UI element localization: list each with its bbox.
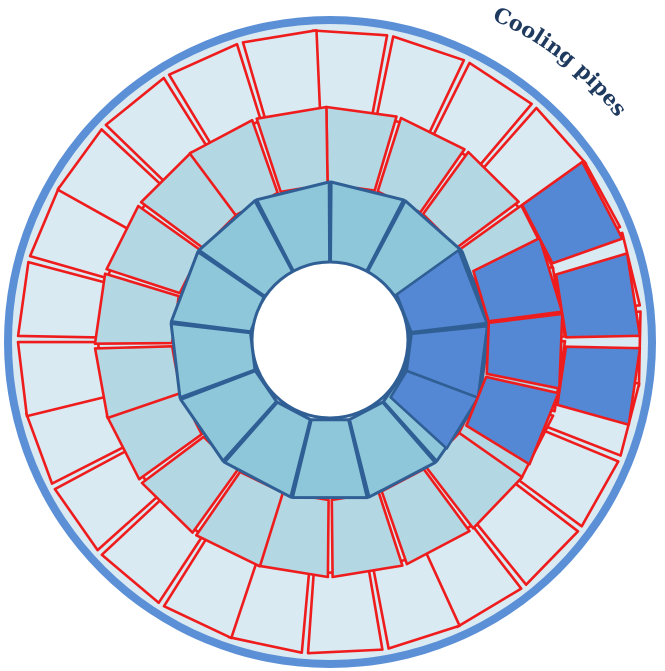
outer-ring-tile (432, 61, 534, 167)
highlighted-tile (485, 312, 564, 390)
outer-ring-tile (306, 569, 384, 655)
highlighted-tile (465, 375, 560, 466)
inner-ring-tile (291, 418, 369, 500)
inner-ring-tile (223, 400, 312, 499)
outer-ring-tile (311, 29, 389, 116)
highlighted-tile (556, 345, 642, 427)
highlighted-tile (520, 160, 624, 265)
highlighted-tile (554, 252, 642, 339)
center-hole (250, 260, 410, 420)
highlighted-tile (389, 369, 480, 450)
inner-ring-tile (348, 400, 437, 499)
highlighted-tiles (389, 160, 642, 466)
inner-ring (169, 180, 491, 500)
